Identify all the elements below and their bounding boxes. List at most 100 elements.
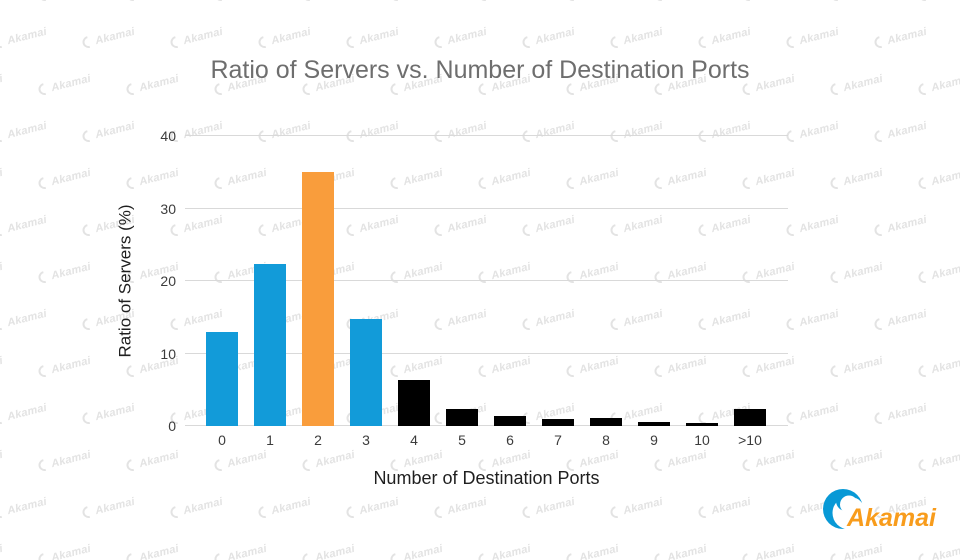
y-tick-label-10: 10	[160, 345, 176, 362]
watermark: Akamai	[916, 542, 960, 560]
watermark-crescent-icon	[608, 503, 625, 521]
bar-5	[446, 408, 478, 426]
watermark: Akamai	[36, 0, 92, 4]
watermark-crescent-icon	[916, 0, 933, 4]
y-tick-label-30: 30	[160, 200, 176, 217]
watermark: Akamai	[36, 542, 92, 560]
watermark: Akamai	[828, 0, 884, 4]
watermark: Akamai	[784, 119, 840, 145]
watermark-crescent-icon	[0, 33, 9, 51]
watermark-crescent-icon	[80, 127, 97, 145]
watermark: Akamai	[80, 495, 136, 521]
watermark-crescent-icon	[388, 550, 405, 560]
x-tick-label-8: 8	[602, 432, 610, 448]
watermark: Akamai	[564, 542, 620, 560]
watermark-crescent-icon	[520, 33, 537, 51]
watermark-crescent-icon	[564, 0, 581, 4]
logo-swoosh-inner-cutout	[840, 495, 858, 514]
x-tick-label-2: 2	[314, 432, 322, 448]
watermark-crescent-icon	[300, 0, 317, 4]
watermark: Akamai	[696, 495, 752, 521]
bar-6	[494, 415, 526, 426]
watermark-crescent-icon	[80, 409, 97, 427]
watermark: Akamai	[652, 542, 708, 560]
watermark-crescent-icon	[828, 0, 845, 4]
watermark: Akamai	[124, 0, 180, 4]
watermark-crescent-icon	[828, 268, 845, 286]
watermark-crescent-icon	[124, 550, 141, 560]
watermark: Akamai	[212, 0, 268, 4]
watermark-crescent-icon	[828, 174, 845, 192]
chart-title: Ratio of Servers vs. Number of Destinati…	[210, 56, 750, 84]
watermark-crescent-icon	[696, 33, 713, 51]
watermark-crescent-icon	[36, 268, 53, 286]
watermark-crescent-icon	[168, 221, 185, 239]
watermark: Akamai	[344, 25, 400, 51]
gridline-10	[185, 352, 788, 354]
y-tick-label-0: 0	[168, 418, 176, 434]
bar-8	[590, 418, 622, 426]
watermark-crescent-icon	[80, 33, 97, 51]
watermark: Akamai	[300, 0, 356, 4]
watermark-crescent-icon	[916, 174, 933, 192]
x-tick-label-6: 6	[506, 432, 514, 448]
x-tick-label-0: 0	[218, 432, 226, 448]
watermark-crescent-icon	[36, 456, 53, 474]
watermark-crescent-icon	[652, 0, 669, 4]
watermark: Akamai	[0, 119, 48, 145]
watermark-crescent-icon	[872, 315, 889, 333]
watermark-crescent-icon	[0, 409, 9, 427]
watermark: Akamai	[432, 495, 488, 521]
watermark-crescent-icon	[784, 503, 801, 521]
watermark: Akamai	[696, 25, 752, 51]
x-tick-label-5: 5	[458, 432, 466, 448]
watermark: Akamai	[124, 448, 180, 474]
watermark: Akamai	[476, 0, 532, 4]
watermark-crescent-icon	[168, 503, 185, 521]
x-tick-label-7: 7	[554, 432, 562, 448]
watermark-crescent-icon	[872, 221, 889, 239]
x-axis-title: Number of Destination Ports	[373, 468, 600, 488]
watermark: Akamai	[828, 448, 884, 474]
watermark-crescent-icon	[344, 33, 361, 51]
akamai-logo-text: Akamai	[846, 504, 937, 532]
y-tick-label-20: 20	[160, 273, 176, 289]
watermark-crescent-icon	[80, 315, 97, 333]
watermark-crescent-icon	[256, 503, 273, 521]
watermark: Akamai	[916, 166, 960, 192]
gridline-0	[185, 425, 788, 426]
watermark-crescent-icon	[256, 33, 273, 51]
watermark: Akamai	[0, 166, 5, 189]
watermark: Akamai	[828, 542, 884, 560]
akamai-logo: Akamai	[820, 486, 952, 536]
watermark-crescent-icon	[432, 33, 449, 51]
watermark-crescent-icon	[784, 33, 801, 51]
watermark-crescent-icon	[124, 456, 141, 474]
gridline-20	[185, 280, 788, 281]
watermark: Akamai	[344, 495, 400, 521]
watermark-crescent-icon	[872, 409, 889, 427]
bar-3	[350, 319, 382, 426]
watermark-crescent-icon	[696, 503, 713, 521]
watermark: Akamai	[0, 0, 4, 3]
watermark: Akamai	[0, 213, 48, 239]
bar-1	[254, 264, 286, 426]
watermark-crescent-icon	[344, 503, 361, 521]
watermark: Akamai	[0, 401, 48, 427]
watermark: Akamai	[168, 25, 224, 51]
watermark-crescent-icon	[80, 221, 97, 239]
watermark-crescent-icon	[0, 503, 9, 521]
gridline-30	[185, 207, 788, 209]
watermark: Akamai	[740, 542, 796, 560]
watermark-crescent-icon	[80, 503, 97, 521]
watermark: Akamai	[36, 166, 92, 192]
watermark: Akamai	[388, 0, 444, 4]
watermark: Akamai	[432, 25, 488, 51]
watermark-crescent-icon	[476, 550, 493, 560]
watermark: Akamai	[0, 354, 5, 377]
watermark: Akamai	[872, 119, 928, 145]
watermark: Akamai	[608, 495, 664, 521]
watermark-crescent-icon	[432, 503, 449, 521]
watermark-crescent-icon	[916, 456, 933, 474]
watermark-crescent-icon	[388, 0, 405, 4]
